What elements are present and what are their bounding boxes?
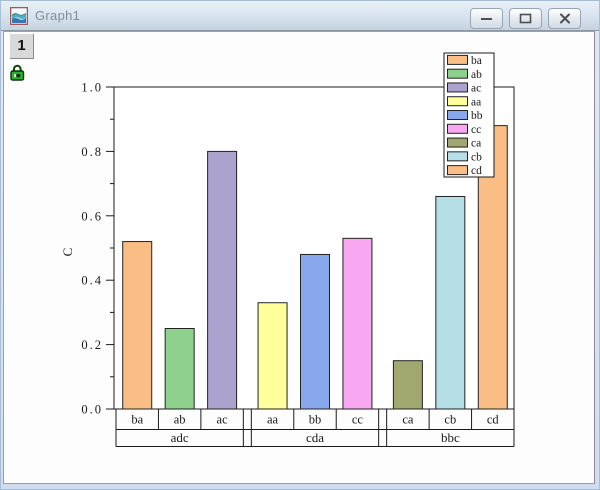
y-tick-label: 0.4: [81, 274, 103, 288]
legend-swatch-cd: [447, 165, 468, 176]
bar-aa[interactable]: [257, 302, 288, 410]
category-label: cd: [487, 413, 500, 427]
bar-cc[interactable]: [342, 237, 373, 410]
close-button[interactable]: [548, 8, 581, 29]
y-tick-label: 0.8: [81, 145, 103, 159]
window-title: Graph1: [35, 8, 81, 23]
green-lock-icon: [10, 64, 25, 81]
y-tick-label: 0.0: [81, 403, 103, 417]
layer-1-button[interactable]: 1: [10, 34, 34, 59]
y-tick-label: 1.0: [81, 81, 103, 95]
maximize-icon: [519, 13, 532, 24]
group-label: cda: [306, 430, 324, 445]
minimize-icon: [481, 18, 492, 20]
legend-label: cb: [471, 151, 482, 163]
legend-swatch-ab: [447, 68, 468, 79]
category-label: bb: [309, 413, 322, 427]
bar-bb[interactable]: [300, 253, 330, 410]
legend-label: ac: [471, 83, 481, 95]
category-label: ba: [131, 413, 143, 427]
legend-label: cd: [471, 165, 482, 177]
lock-icon[interactable]: [9, 63, 26, 81]
legend-label: cc: [471, 124, 481, 136]
maximize-button[interactable]: [509, 8, 542, 29]
bar-ab[interactable]: [164, 328, 195, 410]
legend-swatch-aa: [447, 96, 468, 107]
group-label: adc: [171, 430, 189, 445]
legend-swatch-ca: [447, 137, 468, 148]
y-tick-label: 0.2: [81, 338, 103, 352]
category-label: cb: [444, 413, 456, 427]
legend-label: aa: [471, 96, 481, 108]
bar-ca[interactable]: [392, 360, 423, 410]
minimize-button[interactable]: [470, 8, 503, 29]
legend-swatch-cc: [447, 123, 468, 134]
legend-swatch-cb: [447, 151, 468, 162]
titlebar[interactable]: Graph1: [1, 1, 599, 31]
category-label: ab: [174, 413, 186, 427]
bar-ac[interactable]: [207, 150, 238, 410]
legend-label: ca: [471, 138, 481, 150]
legend-swatch-ba: [447, 54, 468, 65]
bar-cb[interactable]: [435, 195, 466, 410]
legend-label: ba: [471, 55, 482, 67]
graph-window-icon: [10, 7, 28, 25]
category-label: cc: [352, 413, 364, 427]
legend-label: ab: [471, 69, 482, 81]
group-label: bbc: [441, 430, 460, 445]
close-icon: [559, 13, 570, 24]
legend-label: bb: [471, 110, 483, 122]
legend-swatch-ac: [447, 82, 468, 93]
category-label: ca: [402, 413, 414, 427]
category-label: aa: [267, 413, 279, 427]
y-axis-title: C: [60, 248, 75, 257]
y-tick-label: 0.6: [81, 209, 103, 223]
legend-swatch-bb: [447, 110, 468, 121]
category-label: ac: [217, 413, 229, 427]
bar-ba[interactable]: [122, 241, 153, 410]
